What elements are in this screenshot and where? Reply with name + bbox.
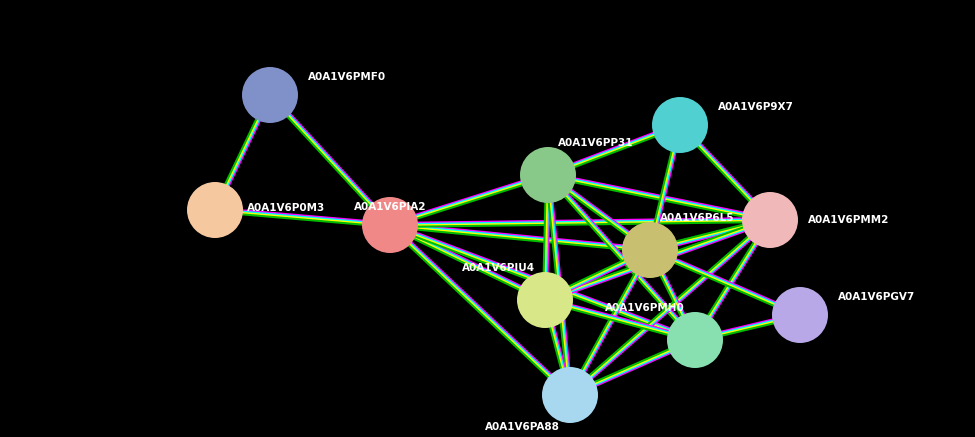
Circle shape [772, 287, 828, 343]
Text: A0A1V6PGV7: A0A1V6PGV7 [838, 292, 916, 302]
Text: A0A1V6P6L5: A0A1V6P6L5 [660, 213, 734, 223]
Text: A0A1V6P0M3: A0A1V6P0M3 [247, 203, 326, 213]
Circle shape [667, 312, 723, 368]
Circle shape [520, 147, 576, 203]
Text: A0A1V6P9X7: A0A1V6P9X7 [718, 102, 794, 112]
Text: A0A1V6PA88: A0A1V6PA88 [486, 422, 560, 432]
Circle shape [362, 197, 418, 253]
Circle shape [542, 367, 598, 423]
Circle shape [517, 272, 573, 328]
Text: A0A1V6PMF0: A0A1V6PMF0 [308, 72, 386, 82]
Text: A0A1V6PIU4: A0A1V6PIU4 [462, 263, 535, 273]
Circle shape [742, 192, 798, 248]
Text: A0A1V6PMH0: A0A1V6PMH0 [605, 303, 685, 313]
Text: A0A1V6PP31: A0A1V6PP31 [558, 138, 634, 148]
Text: A0A1V6PMM2: A0A1V6PMM2 [808, 215, 889, 225]
Text: A0A1V6PIA2: A0A1V6PIA2 [354, 202, 426, 212]
Circle shape [242, 67, 298, 123]
Circle shape [187, 182, 243, 238]
Circle shape [622, 222, 678, 278]
Circle shape [652, 97, 708, 153]
